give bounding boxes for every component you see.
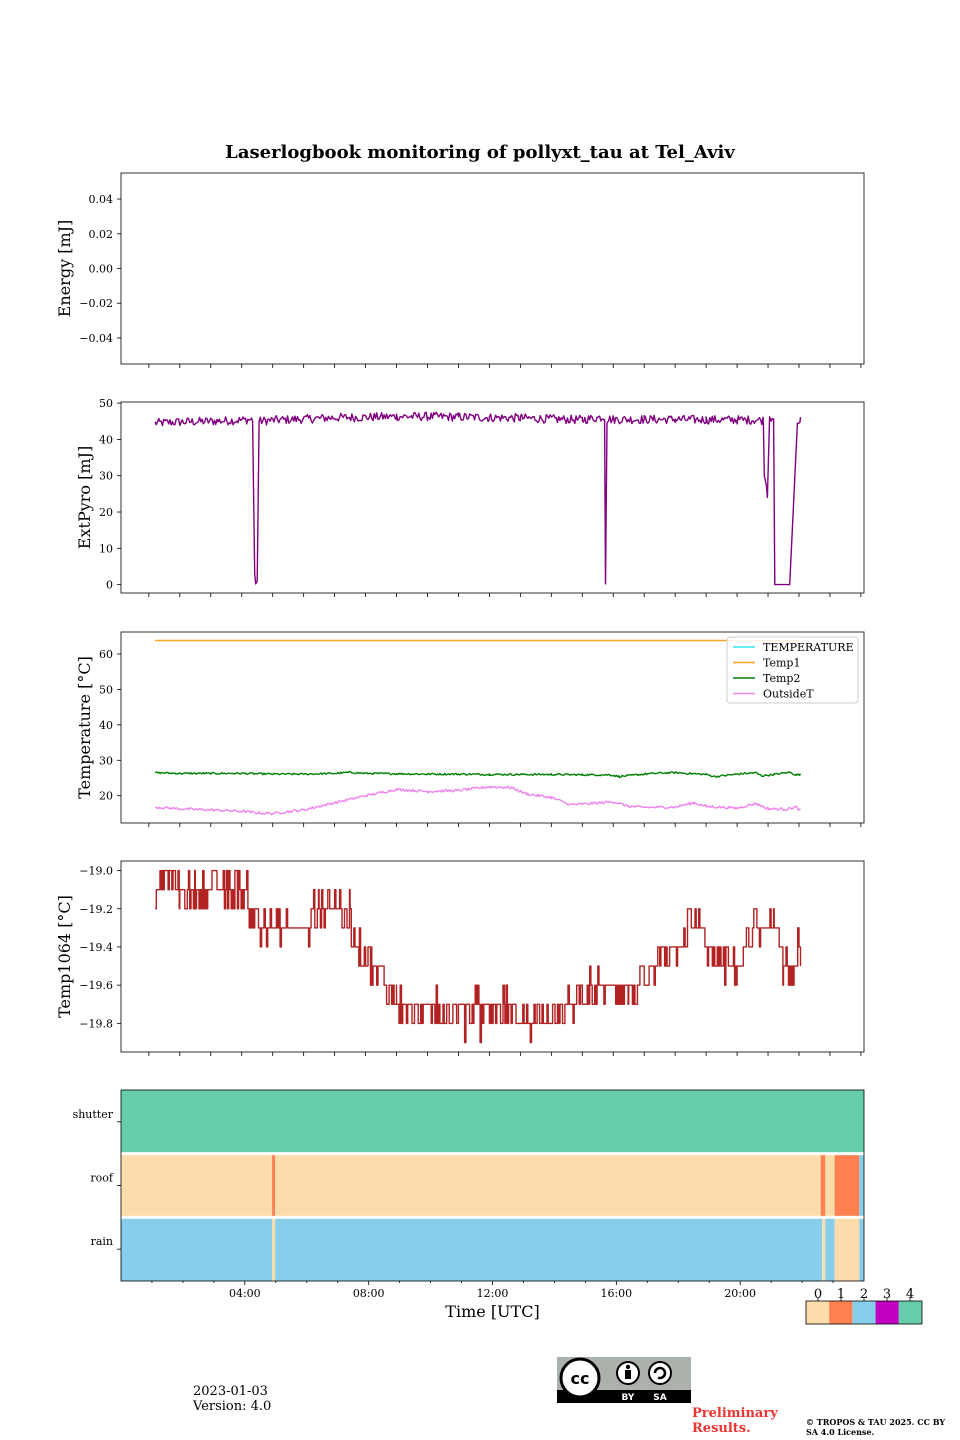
axes-frame bbox=[120, 172, 865, 365]
colorbar-cell bbox=[829, 1301, 853, 1324]
panel-4: −19.0 −19.2 −19.4 −19.6 −19.8 Temp1064 [°C] bbox=[55, 860, 865, 1056]
cc-sa-text: SA bbox=[653, 1393, 666, 1403]
y-tick-label: −19.8 bbox=[79, 1017, 113, 1030]
status-cell-rain bbox=[121, 1218, 273, 1281]
x-tick-label: 04:00 bbox=[229, 1287, 261, 1300]
sa-icon bbox=[648, 1361, 672, 1385]
status-cell-shutter bbox=[121, 1090, 864, 1153]
legend-box bbox=[726, 636, 859, 704]
legend: TEMPERATURE Temp1 Temp2 OutsideT bbox=[726, 636, 859, 704]
row-label-roof: roof bbox=[90, 1172, 114, 1185]
y-tick-label: 0.04 bbox=[89, 193, 114, 206]
y-tick-label: 30 bbox=[99, 470, 113, 483]
cc-license-badge[interactable]: cc BY SA bbox=[557, 1357, 691, 1403]
status-cell-rain bbox=[859, 1218, 864, 1281]
axes-frame bbox=[120, 401, 865, 594]
row-label-shutter: shutter bbox=[73, 1108, 114, 1121]
y-tick-label: −19.2 bbox=[79, 903, 113, 916]
preliminary-label: Preliminary Results. bbox=[692, 1406, 778, 1436]
legend-label: Temp2 bbox=[763, 672, 800, 685]
y-tick-label: 30 bbox=[99, 754, 113, 767]
colorbar-cell bbox=[852, 1301, 876, 1324]
x-tick-label: 08:00 bbox=[353, 1287, 385, 1300]
y-tick-label: −19.0 bbox=[79, 865, 113, 878]
x-tick-label: 16:00 bbox=[600, 1287, 632, 1300]
y-axis-label: Energy [mJ] bbox=[55, 220, 74, 318]
y-tick-label: −19.4 bbox=[79, 941, 113, 954]
status-cell-rain bbox=[822, 1218, 826, 1281]
by-icon-body bbox=[625, 1370, 631, 1379]
y-axis-label: ExtPyro [mJ] bbox=[75, 446, 94, 549]
y-tick-label: 50 bbox=[99, 397, 113, 410]
sa-icon-arrow bbox=[653, 1366, 667, 1380]
y-tick-label: 40 bbox=[99, 433, 113, 446]
legend-label: Temp1 bbox=[763, 657, 800, 670]
y-tick-label: 60 bbox=[99, 648, 113, 661]
y-tick-label: 0.00 bbox=[89, 263, 114, 276]
x-axis-label: Time [UTC] bbox=[445, 1302, 539, 1321]
y-tick-label: 20 bbox=[99, 506, 113, 519]
version-label: Version: 4.0 bbox=[193, 1399, 272, 1414]
panel-2: 0 10 20 30 40 50 ExtPyro [mJ] bbox=[75, 397, 865, 597]
date-label: 2023-01-03 bbox=[193, 1384, 268, 1399]
status-cell-roof bbox=[834, 1155, 860, 1216]
axes-frame bbox=[120, 860, 865, 1053]
y-tick-label: −19.6 bbox=[79, 979, 113, 992]
status-cell-rain bbox=[825, 1218, 835, 1281]
colorbar-tick-label: 2 bbox=[860, 1287, 868, 1302]
legend-label: OutsideT bbox=[763, 688, 814, 701]
series-line-panel4 bbox=[155, 869, 802, 1044]
colorbar-cell bbox=[898, 1301, 922, 1324]
copyright-label: © TROPOS & TAU 2025. CC BY SA 4.0 Licens… bbox=[806, 1417, 946, 1437]
legend-label: TEMPERATURE bbox=[763, 641, 854, 654]
series-line-panel2 bbox=[154, 411, 802, 586]
colorbar-tick-label: 4 bbox=[906, 1287, 914, 1302]
y-tick-label: −0.04 bbox=[79, 332, 113, 345]
cc-icon bbox=[559, 1357, 601, 1399]
y-tick-label: 40 bbox=[99, 719, 113, 732]
y-tick-label: 20 bbox=[99, 790, 113, 803]
status-cell-rain bbox=[834, 1218, 860, 1281]
status-cell-roof bbox=[275, 1155, 821, 1216]
colorbar-cell bbox=[806, 1301, 830, 1324]
y-tick-label: 50 bbox=[99, 683, 113, 696]
chart-title: Laserlogbook monitoring of pollyxt_tau a… bbox=[225, 142, 735, 163]
y-tick-label: −0.02 bbox=[79, 297, 113, 310]
panel-1: 0.04 0.02 0.00 −0.02 −0.04 Energy [mJ] bbox=[55, 172, 865, 368]
y-tick-label: 10 bbox=[99, 542, 113, 555]
cc-by-text: BY bbox=[622, 1393, 635, 1403]
y-tick-label: 0 bbox=[106, 579, 113, 592]
colorbar-cell bbox=[875, 1301, 899, 1324]
series-line-outsidet bbox=[154, 785, 801, 816]
status-heatmap: shutter roof rain 04:00 08:00 12:00 16:00 20:00… bbox=[73, 1089, 865, 1321]
y-axis-label: Temperature [°C] bbox=[75, 656, 94, 799]
status-cell-roof bbox=[121, 1155, 273, 1216]
row-label-rain: rain bbox=[91, 1235, 113, 1248]
status-cell-roof bbox=[825, 1155, 835, 1216]
status-cell-roof bbox=[272, 1155, 276, 1216]
colorbar-tick-label: 3 bbox=[883, 1287, 891, 1302]
y-tick-label: 0.02 bbox=[89, 228, 114, 241]
status-cell-roof bbox=[820, 1155, 826, 1216]
series-line-temp2 bbox=[154, 770, 802, 779]
cc-icon-text: cc bbox=[571, 1369, 590, 1388]
status-cell-rain bbox=[275, 1218, 823, 1281]
y-axis-label: Temp1064 [°C] bbox=[55, 895, 74, 1018]
status-cell-rain bbox=[272, 1218, 276, 1281]
by-icon-head bbox=[625, 1364, 631, 1370]
colorbar-tick-label: 1 bbox=[837, 1287, 845, 1302]
axes-frame bbox=[120, 631, 865, 824]
colorbar-tick-label: 0 bbox=[814, 1287, 822, 1302]
x-tick-label: 12:00 bbox=[477, 1287, 509, 1300]
panel-3: 20 30 40 50 60 Temperature [°C] TEMPERATURE Tem… bbox=[75, 631, 865, 827]
status-cell-roof bbox=[859, 1155, 864, 1216]
x-tick-label: 20:00 bbox=[724, 1287, 756, 1300]
